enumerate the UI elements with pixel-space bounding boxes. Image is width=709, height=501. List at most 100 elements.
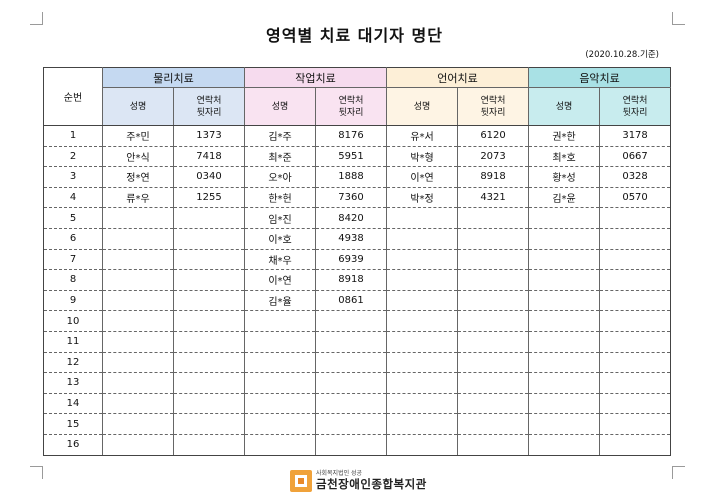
contact-cell	[172, 290, 246, 312]
name-cell	[102, 249, 174, 271]
contact-cell	[599, 352, 672, 374]
org-name: 금천장애인종합복지관	[316, 477, 427, 492]
row-seq: 2	[43, 146, 103, 168]
contact-cell	[172, 352, 246, 374]
column-header-row: 성명 연락처 뒷자리 성명 연락처 뒷자리 성명 연락처 뒷자리 성명 연락처 …	[44, 87, 672, 126]
name-cell: 김*주	[244, 125, 317, 147]
contact-cell	[457, 393, 530, 415]
name-cell	[102, 290, 174, 312]
contact-cell	[457, 413, 530, 435]
name-cell	[386, 228, 459, 250]
contact-cell: 2073	[457, 146, 530, 168]
contact-cell	[315, 331, 388, 353]
contact-cell	[599, 269, 672, 291]
contact-cell	[315, 393, 388, 415]
crop-mark-top-right	[672, 12, 685, 25]
name-cell	[102, 269, 174, 291]
table-row: 9 김*율 0861	[43, 290, 672, 312]
contact-cell	[457, 310, 530, 332]
table-row: 12	[43, 352, 672, 374]
row-seq: 1	[43, 125, 103, 147]
contact-cell: 1255	[172, 187, 246, 209]
row-seq: 7	[43, 249, 103, 271]
name-cell: 김*율	[244, 290, 317, 312]
contact-cell: 7360	[315, 187, 388, 209]
category-occupational: 작업치료	[244, 67, 388, 88]
name-cell	[528, 372, 601, 394]
table-row: 11	[43, 331, 672, 353]
contact-cell	[172, 207, 246, 229]
contact-cell	[457, 269, 530, 291]
table-row: 1 주*민 1373 김*주 8176 유*서 6120 권*한 3178	[43, 125, 672, 147]
contact-cell	[172, 413, 246, 435]
name-cell	[244, 393, 317, 415]
name-cell	[528, 228, 601, 250]
row-seq: 13	[43, 372, 103, 394]
table-row: 13	[43, 372, 672, 394]
row-seq: 11	[43, 331, 103, 353]
contact-cell	[172, 434, 246, 456]
name-cell	[528, 331, 601, 353]
seq-header: 순번	[43, 67, 103, 126]
name-cell	[102, 310, 174, 332]
contact-cell	[457, 249, 530, 271]
contact-cell: 4321	[457, 187, 530, 209]
col-contact-header: 연락처 뒷자리	[172, 87, 246, 126]
contact-cell	[599, 290, 672, 312]
contact-cell	[172, 393, 246, 415]
contact-cell	[457, 434, 530, 456]
name-cell	[244, 434, 317, 456]
name-cell: 김*윤	[528, 187, 601, 209]
name-cell: 박*형	[386, 146, 459, 168]
contact-cell	[599, 207, 672, 229]
name-cell	[386, 207, 459, 229]
contact-cell: 0328	[599, 166, 672, 188]
name-cell: 오*아	[244, 166, 317, 188]
crop-mark-top-left	[30, 12, 43, 25]
name-cell	[386, 352, 459, 374]
name-cell	[386, 331, 459, 353]
contact-cell	[457, 352, 530, 374]
name-cell: 이*연	[244, 269, 317, 291]
name-cell	[386, 372, 459, 394]
contact-cell	[457, 331, 530, 353]
name-cell	[102, 372, 174, 394]
contact-cell: 0570	[599, 187, 672, 209]
contact-cell: 4938	[315, 228, 388, 250]
crop-mark-bottom-left	[30, 466, 43, 479]
contact-cell	[599, 331, 672, 353]
contact-cell	[172, 228, 246, 250]
name-cell: 정*연	[102, 166, 174, 188]
name-cell	[244, 413, 317, 435]
contact-cell	[599, 434, 672, 456]
category-physical: 물리치료	[101, 67, 246, 88]
org-logo-icon	[290, 470, 312, 492]
name-cell	[102, 228, 174, 250]
name-cell	[102, 393, 174, 415]
name-cell	[386, 249, 459, 271]
name-cell	[528, 393, 601, 415]
row-seq: 3	[43, 166, 103, 188]
name-cell: 최*준	[244, 146, 317, 168]
name-cell	[102, 331, 174, 353]
table-row: 3 정*연 0340 오*아 1888 이*연 8918 황*성 0328	[43, 166, 672, 188]
name-cell	[528, 249, 601, 271]
table-row: 14	[43, 393, 672, 415]
col-contact-header: 연락처 뒷자리	[457, 87, 530, 126]
row-seq: 6	[43, 228, 103, 250]
name-cell: 박*정	[386, 187, 459, 209]
contact-cell	[315, 352, 388, 374]
contact-cell	[315, 310, 388, 332]
waitlist-table: 순번 물리치료 작업치료 언어치료 음악치료 성명 연락처 뒷자리 성명 연락처…	[43, 67, 672, 456]
contact-cell	[457, 290, 530, 312]
contact-cell	[315, 434, 388, 456]
name-cell	[528, 290, 601, 312]
table-row: 5 임*진 8420	[43, 207, 672, 229]
name-cell	[528, 413, 601, 435]
contact-cell	[457, 228, 530, 250]
name-cell	[102, 207, 174, 229]
name-cell	[102, 434, 174, 456]
col-contact-header: 연락처 뒷자리	[315, 87, 388, 126]
row-seq: 10	[43, 310, 103, 332]
contact-cell	[457, 207, 530, 229]
